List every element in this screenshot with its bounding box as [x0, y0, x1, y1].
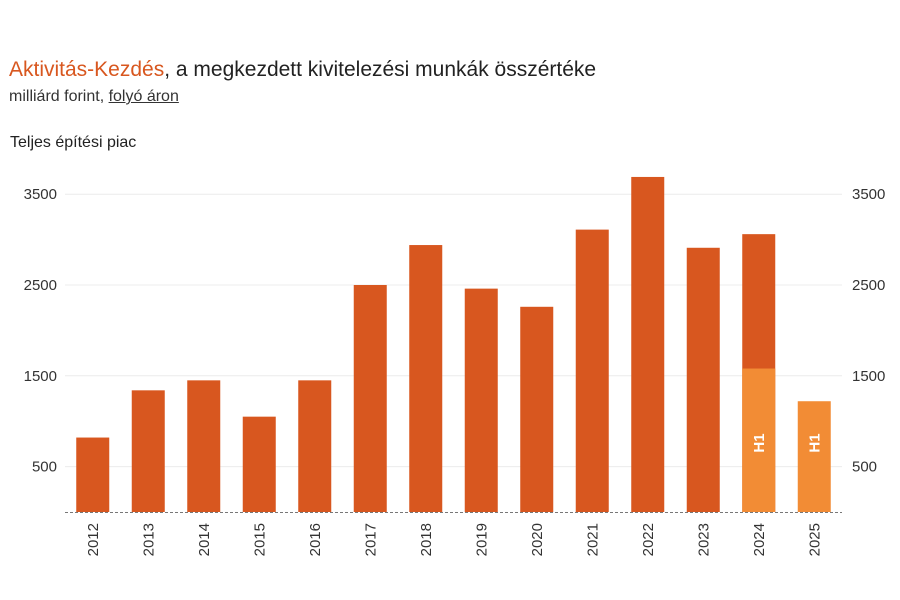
- x-tick-label: 2016: [307, 523, 324, 556]
- bar-total: [242, 416, 276, 512]
- y-tick-right: 2500: [852, 277, 885, 294]
- brand-name: Aktivitás-Kezdés: [9, 58, 165, 81]
- panel-label: Teljes építési piac: [10, 134, 137, 151]
- subtitle-unit: milliárd forint,: [9, 88, 109, 105]
- y-tick-left: 1500: [24, 368, 57, 385]
- bars: H1 H1: [76, 176, 831, 513]
- bar-total: [631, 176, 665, 512]
- y-tick-right: 500: [852, 459, 877, 476]
- bar-h1: [797, 401, 831, 512]
- bar-total: [353, 285, 387, 512]
- x-tick-label: 2015: [251, 523, 268, 556]
- x-tick-label: 2023: [695, 523, 712, 556]
- bar-total: [298, 380, 332, 512]
- y-tick-right: 3500: [852, 186, 885, 203]
- title-text: , a megkezdett kivitelezési munkák összé…: [164, 58, 597, 81]
- x-tick-label: 2022: [640, 523, 657, 556]
- bar-total: [187, 380, 221, 512]
- x-tick-label: 2020: [529, 523, 546, 556]
- bar-total: [575, 229, 609, 512]
- x-tick-label: 2018: [418, 523, 435, 556]
- x-tick-label: 2014: [196, 523, 213, 556]
- bar-total: [131, 390, 165, 512]
- bar-total: [686, 247, 720, 512]
- bar-label-h1: H1: [751, 433, 768, 452]
- y-tick-right: 1500: [852, 368, 885, 385]
- y-tick-left: 500: [32, 459, 57, 476]
- y-tick-left: 3500: [24, 186, 57, 203]
- axes: 500 500 1500 1500 2500 2500 3500 3500 2012 2013 20…: [24, 186, 886, 556]
- price-basis-link[interactable]: folyó áron: [108, 88, 179, 105]
- x-tick-label: 2017: [362, 523, 379, 556]
- x-tick-label: 2012: [85, 523, 102, 556]
- x-tick-label: 2025: [806, 523, 823, 556]
- y-tick-left: 2500: [24, 277, 57, 294]
- bar-total: [520, 306, 554, 512]
- x-tick-label: 2019: [473, 523, 490, 556]
- bar-total: [464, 288, 498, 512]
- bar-total: [76, 437, 110, 512]
- x-tick-label: 2024: [751, 523, 768, 556]
- chart-title: Aktivitás-Kezdés, a megkezdett kivitelez…: [9, 58, 596, 82]
- bar-label-h1: H1: [806, 433, 823, 452]
- x-tick-label: 2021: [584, 523, 601, 556]
- bar-total: [409, 245, 443, 512]
- x-tick-label: 2013: [140, 523, 157, 556]
- chart-subtitle: milliárd forint, folyó áron: [9, 88, 179, 106]
- gridlines: [65, 193, 842, 468]
- bar-h1: [742, 368, 776, 512]
